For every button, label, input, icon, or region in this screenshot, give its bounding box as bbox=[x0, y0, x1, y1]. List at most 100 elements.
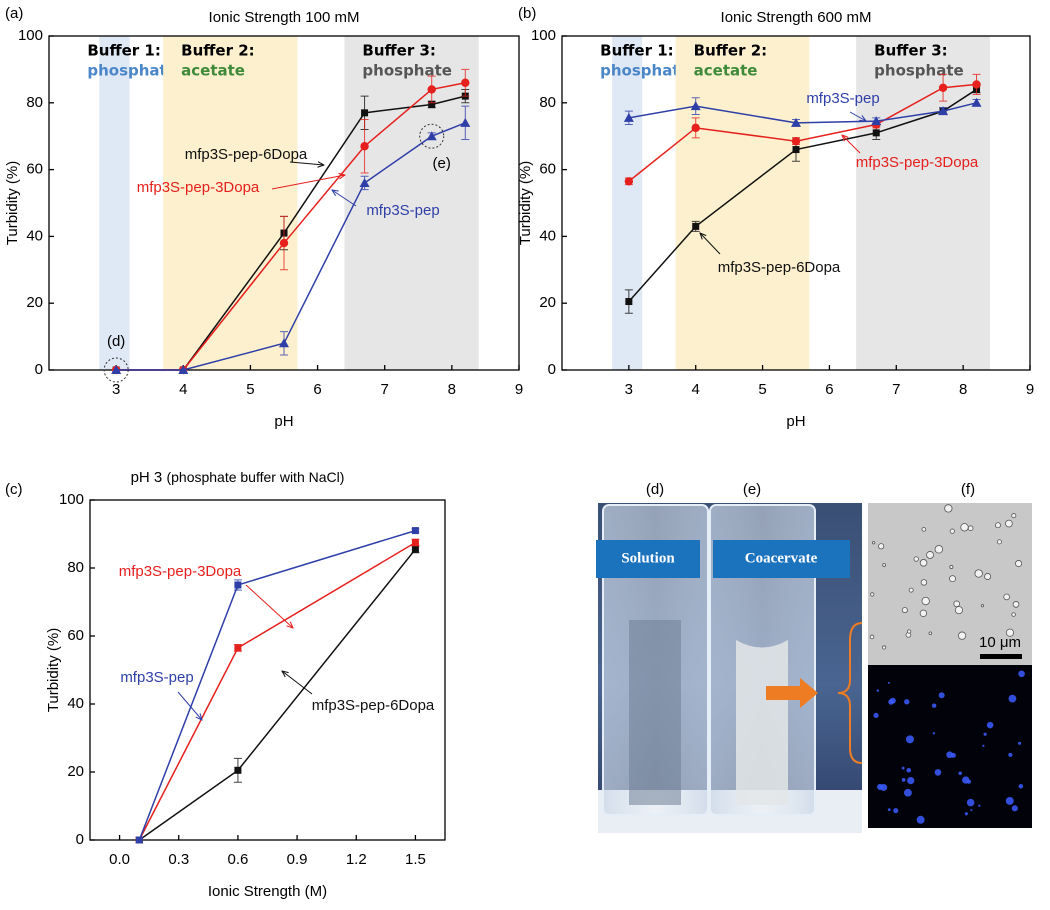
callout-label: (d) bbox=[107, 333, 125, 350]
series-line bbox=[116, 122, 466, 371]
point bbox=[427, 85, 436, 94]
droplet bbox=[938, 692, 945, 699]
y-tick-label: 100 bbox=[18, 27, 43, 44]
droplet bbox=[934, 545, 944, 554]
droplet bbox=[921, 596, 930, 606]
point bbox=[792, 146, 800, 154]
droplet bbox=[1015, 560, 1023, 568]
droplet bbox=[906, 767, 912, 773]
droplet bbox=[984, 573, 992, 580]
series-annotation: mfp3S-pep-6Dopa bbox=[185, 146, 308, 163]
point bbox=[360, 142, 369, 151]
y-axis-label: Turbidity (%) bbox=[45, 628, 62, 712]
y-tick-label: 0 bbox=[35, 361, 43, 378]
x-tick-label: 3 bbox=[625, 381, 633, 398]
point bbox=[111, 365, 122, 374]
droplet bbox=[905, 735, 914, 744]
cuvette-liquid bbox=[629, 620, 681, 805]
x-tick-label: 7 bbox=[892, 381, 900, 398]
droplet bbox=[1011, 805, 1018, 812]
point bbox=[279, 338, 289, 348]
point bbox=[791, 137, 801, 146]
x-tick-label: 1.2 bbox=[346, 851, 367, 868]
point bbox=[426, 131, 437, 141]
point bbox=[461, 78, 470, 87]
droplet bbox=[962, 776, 970, 784]
droplet bbox=[926, 551, 934, 559]
x-tick-label: 3 bbox=[112, 381, 120, 398]
droplet bbox=[921, 527, 927, 532]
y-axis-label: Turbidity (%) bbox=[517, 161, 534, 245]
droplet bbox=[983, 732, 987, 736]
buffer-region bbox=[612, 36, 643, 370]
point bbox=[791, 117, 801, 127]
droplet bbox=[934, 769, 942, 776]
y-tick-label: 100 bbox=[59, 491, 84, 508]
droplet bbox=[957, 631, 967, 640]
x-tick-label: 5 bbox=[246, 381, 254, 398]
micrograph-fluorescence bbox=[868, 665, 1032, 828]
annotation-arrow bbox=[332, 190, 357, 207]
droplet bbox=[1018, 670, 1025, 678]
series-annotation: mfp3S-pep-6Dopa bbox=[312, 697, 435, 714]
point bbox=[691, 123, 700, 133]
panel-label: (a) bbox=[5, 5, 23, 22]
annotation-arrow bbox=[177, 691, 202, 720]
droplet bbox=[907, 629, 912, 634]
buffer-region bbox=[675, 36, 810, 370]
cuvette-coacervate bbox=[736, 640, 788, 805]
annotation-arrow bbox=[245, 584, 293, 628]
droplet bbox=[986, 721, 994, 729]
scale-bar bbox=[980, 654, 1022, 659]
x-tick-label: 6 bbox=[825, 381, 833, 398]
tag-box bbox=[713, 540, 850, 578]
point bbox=[279, 238, 289, 248]
y-tick-label: 80 bbox=[539, 94, 556, 111]
annotation-arrow bbox=[842, 135, 861, 154]
y-tick-label: 0 bbox=[76, 831, 84, 848]
buffer-sublabel: phosphate bbox=[362, 62, 452, 80]
point bbox=[411, 539, 419, 546]
droplet bbox=[916, 815, 925, 824]
chart-title: pH 3 (phosphate buffer with NaCl) bbox=[131, 469, 345, 486]
point bbox=[938, 83, 948, 92]
x-tick-label: 6 bbox=[313, 381, 321, 398]
y-tick-label: 60 bbox=[67, 627, 84, 644]
droplet bbox=[882, 563, 886, 567]
point bbox=[625, 298, 633, 306]
droplet bbox=[882, 645, 887, 650]
series-line bbox=[138, 541, 416, 841]
droplet bbox=[1008, 694, 1017, 703]
droplet bbox=[950, 752, 956, 758]
callout-circle bbox=[103, 357, 129, 383]
buffer-label: Buffer 1: bbox=[600, 42, 674, 60]
y-tick-label: 100 bbox=[531, 27, 556, 44]
panel-label: (b) bbox=[518, 5, 536, 22]
droplet bbox=[920, 579, 928, 586]
callout-circle bbox=[419, 123, 445, 149]
x-tick-label: 4 bbox=[692, 381, 700, 398]
series-annotation: mfp3S-pep-3Dopa bbox=[119, 563, 242, 580]
annotation-arrow bbox=[849, 111, 866, 121]
droplet bbox=[949, 565, 954, 569]
point bbox=[692, 222, 700, 230]
photo-panel bbox=[596, 503, 1032, 833]
droplet bbox=[995, 522, 1001, 529]
chart-title: Ionic Strength 100 mM bbox=[209, 9, 360, 26]
x-tick-label: 0.6 bbox=[227, 851, 248, 868]
droplet bbox=[960, 523, 969, 532]
panel-label: (d) bbox=[646, 481, 664, 498]
tag-box bbox=[596, 540, 700, 578]
bracket bbox=[837, 622, 863, 764]
y-tick-label: 80 bbox=[26, 94, 43, 111]
point bbox=[460, 117, 471, 127]
buffer-label: Buffer 3: bbox=[874, 42, 948, 60]
droplet bbox=[893, 808, 899, 814]
y-tick-label: 40 bbox=[26, 227, 43, 244]
droplet bbox=[978, 804, 981, 807]
droplet bbox=[1012, 601, 1020, 608]
point bbox=[871, 116, 882, 126]
point bbox=[359, 177, 370, 187]
y-tick-label: 60 bbox=[539, 161, 556, 178]
droplet bbox=[919, 609, 928, 617]
